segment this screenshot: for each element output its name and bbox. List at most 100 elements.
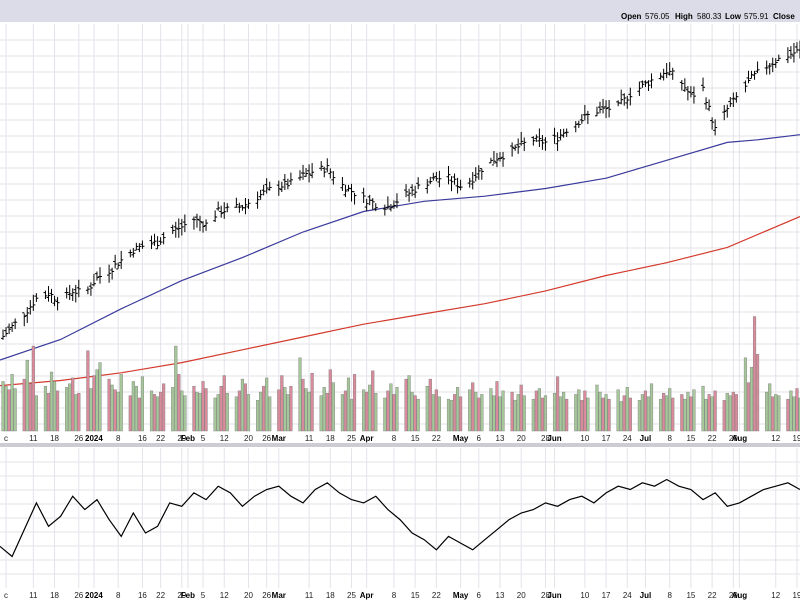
volume-bar [28,383,32,432]
volume-bar [734,394,738,432]
volume-bar [237,390,241,432]
volume-bar [119,374,123,432]
volume-bar [601,397,605,432]
volume-bar [219,385,223,432]
price-bar [640,80,645,88]
volume-bar [34,395,38,432]
volume-bar [328,369,332,432]
volume-bar [171,387,175,432]
volume-bar [431,394,435,432]
x-axis-top-tick-label: 13 [496,434,505,443]
price-bar [13,318,18,330]
price-bar [373,203,378,212]
price-bar [322,166,327,178]
x-axis-bottom-tick-label: May [453,591,469,600]
price-bar [561,128,566,138]
volume-bar [707,394,711,432]
volume-bar [659,398,663,432]
volume-bar [559,396,563,432]
price-bar [685,86,690,101]
volume-bar [362,389,366,432]
price-bar [361,187,366,203]
volume-bar [77,393,81,432]
volume-bar [637,400,641,432]
price-bar [340,176,345,191]
price-bar [288,172,293,185]
volume-bar [71,377,75,432]
volume-bar [25,360,29,432]
volume-bar [298,357,302,432]
volume-bar [1,381,5,432]
x-axis-top-tick-label: 15 [686,434,695,443]
price-bar [307,164,312,183]
volume-bar [752,316,757,432]
volume-bar [325,393,329,432]
short-moving-average-layer [0,134,800,361]
x-axis-top-tick-label: 18 [50,434,59,443]
x-axis-top-tick-label: 16 [138,434,147,443]
price-bar [491,151,496,166]
x-axis-top-tick-label: 8 [392,434,397,443]
volume-bar [383,397,387,432]
price-bar [710,117,715,130]
price-bar [752,70,757,80]
price-bar [137,243,142,253]
price-bar [243,198,248,215]
price-bar [598,101,602,114]
volume-bar [277,389,281,432]
price-panel [0,24,800,432]
volume-bar [31,345,35,432]
price-bar [70,288,75,301]
volume-bar [534,390,538,432]
price-bar [352,191,357,205]
volume-bar [792,396,796,432]
volume-bar [471,382,475,432]
x-axis-bottom-tick-label: 6 [477,591,482,600]
volume-bar [280,375,284,432]
price-bar [455,177,460,194]
volume-bar [786,398,790,432]
price-bar [513,144,518,151]
price-bar [370,198,375,210]
x-axis-bottom-tick-label: 29 [729,591,738,600]
volume-bar [746,382,751,432]
volume-bar [595,384,599,432]
price-bar [116,262,121,270]
volume-bar [480,394,484,432]
x-axis-bottom-tick-label: Aug [732,591,748,600]
price-bar [64,287,69,299]
price-bars-layer [1,40,800,340]
volume-bar [262,385,266,432]
indicator-line [0,478,800,558]
price-bar [49,288,54,303]
volume-bar [604,394,608,432]
volume-bar [416,398,420,432]
volume-bar [574,394,578,432]
price-bar [649,73,654,89]
x-axis-top-tick-label: 2024 [85,434,103,443]
price-bar [516,138,521,154]
price-bar [4,327,9,337]
price-bar [328,168,333,179]
price-bar [707,99,712,112]
volume-bar [310,372,314,432]
volume-bar [374,393,378,432]
volume-bar [692,389,696,432]
volume-bar [728,395,732,432]
price-bar [449,176,454,192]
volume-bar [365,391,369,432]
price-bar [522,137,527,152]
x-axis-bottom-tick-label: 22 [432,591,441,600]
price-bar [510,142,515,157]
x-axis-top-tick-label: Jul [640,434,652,443]
price-bar [476,165,481,180]
volume-bar [556,376,560,432]
volume-bar [625,387,629,432]
price-bar [622,93,627,106]
price-bar [416,177,421,190]
price-bar [704,97,709,110]
x-axis-top-tick-label: 18 [326,434,335,443]
price-bar [701,77,706,92]
x-axis-top-tick-label: 22 [708,434,717,443]
